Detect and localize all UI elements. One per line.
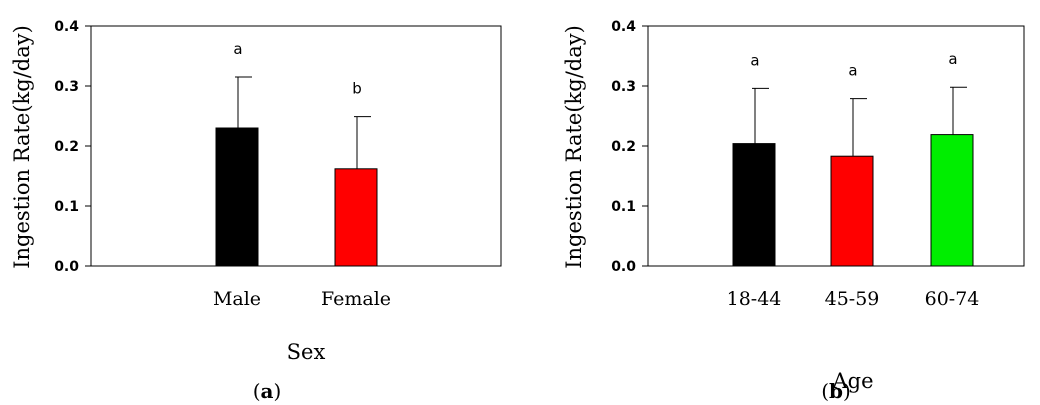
panel-b-bars [732,134,974,267]
panel-b-significance-label: a [948,50,957,68]
panel-b-caption: (b) [821,379,851,403]
panel-b-xlabel: Age [831,369,873,393]
panel-b-y-tick-label: 0.2 [611,139,636,155]
panel-b-x-tick-label: 18-44 [727,288,782,310]
panel-b-x-ticks: 18-44 45-59 60-74 [727,288,980,310]
panel-a-y-ticks: 0.0 0.1 0.2 0.3 0.4 [54,19,91,275]
panel-a-x-ticks: Male Female [213,288,391,310]
panel-a-error-bars [235,76,371,169]
panel-b-caption-close: ) [843,379,851,403]
panel-a-bar [215,127,259,267]
panel-b-y-ticks: 0.0 0.1 0.2 0.3 0.4 [611,19,648,275]
panel-a-caption-open: ( [253,379,261,403]
panel-b-error-bars [752,86,967,157]
panel-a-caption-close: ) [273,379,281,403]
panel-a-caption: (a) [253,379,282,403]
panel-a-y-tick-label: 0.3 [54,79,79,95]
panel-a-y-tick-label: 0.1 [54,199,79,215]
panel-a-bar [334,168,378,267]
panel-b-y-tick-label: 0.1 [611,199,636,215]
panel-b-bar [930,134,974,267]
panel-b: Ingestion Rate(kg/day) 0.0 0.1 0.2 0.3 0.4 a… [562,19,1025,403]
panel-a-bars [215,127,378,267]
panel-a-xlabel: Sex [287,340,326,364]
panel-a-y-tick-label: 0.4 [54,19,79,35]
panel-b-x-tick-label: 60-74 [925,288,980,310]
panel-a-y-tick-label: 0.2 [54,139,79,155]
panel-b-ylabel: Ingestion Rate(kg/day) [562,25,586,269]
panel-b-bar [830,155,874,267]
panel-b-bar [732,143,776,267]
panel-b-x-tick-label: 45-59 [825,288,880,310]
panel-b-significance-label: a [750,51,759,69]
panel-a-significance-label: b [352,80,362,98]
panel-b-caption-open: ( [821,379,829,403]
panel-a-plot-frame [90,25,502,267]
panel-b-significance-labels: aaa [750,50,957,79]
panel-b-y-tick-label: 0.4 [611,19,636,35]
panel-a-caption-letter: a [261,379,274,403]
panel-b-y-tick-label: 0.0 [611,259,636,275]
panel-a: Ingestion Rate(kg/day) 0.0 0.1 0.2 0.3 0.4 a… [10,19,502,403]
panel-b-y-tick-label: 0.3 [611,79,636,95]
panel-a-significance-label: a [233,40,242,58]
panel-a-x-tick-label: Male [213,288,261,310]
panel-b-caption-letter: b [829,379,843,403]
panel-b-significance-label: a [848,62,857,80]
panel-a-significance-labels: ab [233,40,361,98]
panel-a-ylabel: Ingestion Rate(kg/day) [10,25,34,269]
panel-a-x-tick-label: Female [321,288,391,310]
panel-a-y-tick-label: 0.0 [54,259,79,275]
